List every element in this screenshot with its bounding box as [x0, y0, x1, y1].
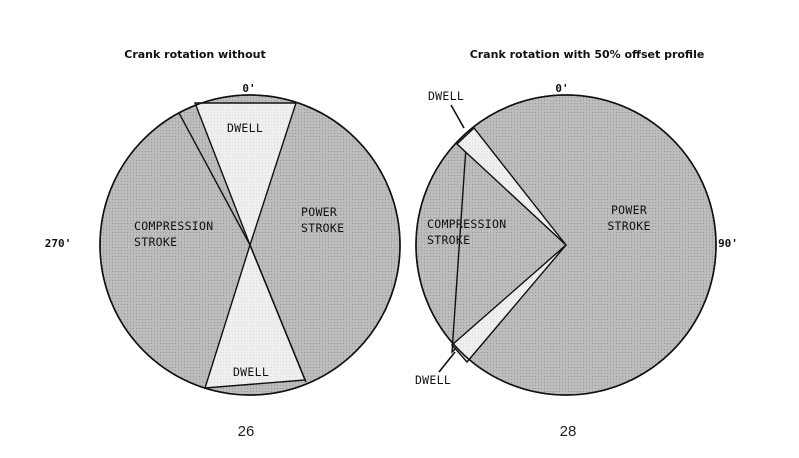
dwell-sector-top-28 [455, 126, 567, 246]
dwell-sector-bottom-28 [451, 244, 567, 364]
dwell-label-top-28: DWELL [428, 89, 464, 103]
figure-number-28: 28 [560, 423, 577, 440]
figure-number-26: 26 [238, 423, 255, 440]
divider-line-26a [178, 112, 251, 246]
power-label-line1-26: POWER [301, 205, 337, 219]
power-label-line1-28: POWER [611, 203, 647, 217]
dwell-label-bottom-28: DWELL [415, 373, 451, 387]
angle-label-right-28: 90' [718, 237, 738, 250]
compression-label-line2-26: STROKE [134, 235, 177, 249]
title-28: Crank rotation with 50% offset profile [470, 48, 705, 61]
dwell-label-top-26: DWELL [227, 121, 263, 135]
angle-label-top-28: 0' [555, 82, 568, 95]
power-label-line2-28: STROKE [607, 219, 650, 233]
crank-outline-26 [99, 94, 401, 396]
power-label-line2-26: STROKE [301, 221, 344, 235]
dwell-label-bottom-26: DWELL [233, 365, 269, 379]
diagram-26: Crank rotation without 0' 270' DWELL DWE… [45, 48, 401, 440]
angle-label-top-26: 0' [242, 82, 255, 95]
leader-line-dwell-top-28 [450, 104, 465, 129]
diagram-28: Crank rotation with 50% offset profile 0… [415, 48, 738, 440]
divider-line-26b [249, 244, 307, 383]
compression-label-line2-28: STROKE [427, 233, 470, 247]
angle-label-left-26: 270' [45, 237, 72, 250]
leader-line-dwell-bottom-28 [438, 351, 456, 373]
compression-label-line1-28: COMPRESSION [427, 217, 506, 231]
dwell-sector-top-26 [193, 102, 297, 248]
crank-outline-28 [415, 94, 717, 396]
compression-label-line1-26: COMPRESSION [134, 219, 213, 233]
title-26: Crank rotation without [124, 48, 265, 61]
